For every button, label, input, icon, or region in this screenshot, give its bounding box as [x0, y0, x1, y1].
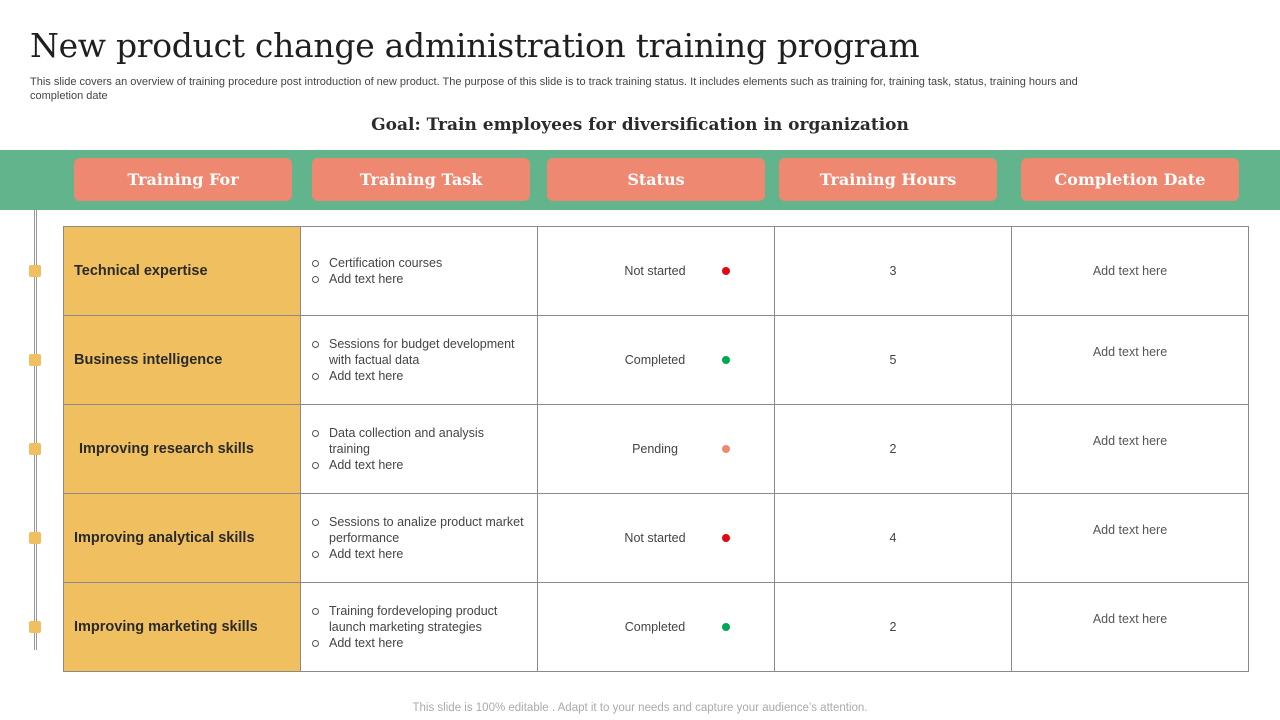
training-task-cell: Training fordeveloping product launch ma…: [300, 582, 538, 672]
training-task-cell: Sessions for budget development with fac…: [300, 315, 538, 405]
task-item: Data collection and analysis training: [311, 425, 525, 457]
status-cell: Pending: [537, 404, 775, 494]
training-for-cell: Improving marketing skills: [63, 582, 301, 672]
task-item: Sessions for budget development with fac…: [311, 336, 525, 368]
training-table: Technical expertise Certification course…: [63, 226, 1249, 672]
completion-date-cell: Add text here: [1011, 404, 1249, 494]
table-row: Improving analytical skills Sessions to …: [63, 493, 1249, 583]
timeline-marker: [29, 532, 41, 544]
table-row: Technical expertise Certification course…: [63, 226, 1249, 316]
timeline-line: [36, 210, 37, 650]
task-item: Training fordeveloping product launch ma…: [311, 603, 525, 635]
status-label: Completed: [624, 353, 686, 367]
task-item: Add text here: [311, 368, 525, 384]
task-item: Sessions to analize product market perfo…: [311, 514, 525, 546]
training-for-cell: Business intelligence: [63, 315, 301, 405]
timeline-line: [34, 210, 35, 650]
task-item: Add text here: [311, 271, 525, 287]
completion-date-cell: Add text here: [1011, 582, 1249, 672]
goal-heading: Goal: Train employees for diversificatio…: [371, 115, 909, 135]
task-item: Add text here: [311, 457, 525, 473]
training-hours-cell: 2: [774, 404, 1012, 494]
table-row: Improving marketing skills Training ford…: [63, 582, 1249, 672]
training-for-cell: Technical expertise: [63, 226, 301, 316]
footer-note: This slide is 100% editable . Adapt it t…: [412, 702, 868, 714]
status-dot-icon: [722, 623, 730, 631]
training-for-cell: Improving analytical skills: [63, 493, 301, 583]
status-cell: Not started: [537, 226, 775, 316]
status-cell: Completed: [537, 315, 775, 405]
header-training-for: Training For: [74, 158, 292, 201]
training-hours-cell: 2: [774, 582, 1012, 672]
status-dot-icon: [722, 356, 730, 364]
task-item: Add text here: [311, 635, 525, 651]
completion-date-cell: Add text here: [1011, 226, 1249, 316]
timeline-marker: [29, 354, 41, 366]
table-row: Business intelligence Sessions for budge…: [63, 315, 1249, 405]
status-dot-icon: [722, 267, 730, 275]
status-cell: Completed: [537, 582, 775, 672]
training-task-cell: Certification courses Add text here: [300, 226, 538, 316]
timeline-marker: [29, 265, 41, 277]
timeline-marker: [29, 443, 41, 455]
status-dot-icon: [722, 534, 730, 542]
slide-title: New product change administration traini…: [30, 26, 920, 65]
training-task-cell: Data collection and analysis training Ad…: [300, 404, 538, 494]
training-hours-cell: 4: [774, 493, 1012, 583]
header-training-hours: Training Hours: [779, 158, 997, 201]
status-label: Completed: [624, 620, 686, 634]
status-label: Not started: [624, 531, 686, 545]
status-dot-icon: [722, 445, 730, 453]
status-label: Not started: [624, 264, 686, 278]
task-item: Certification courses: [311, 255, 525, 271]
header-training-task: Training Task: [312, 158, 530, 201]
status-cell: Not started: [537, 493, 775, 583]
header-status: Status: [547, 158, 765, 201]
completion-date-cell: Add text here: [1011, 493, 1249, 583]
header-completion-date: Completion Date: [1021, 158, 1239, 201]
timeline-marker: [29, 621, 41, 633]
training-hours-cell: 3: [774, 226, 1012, 316]
status-label: Pending: [632, 442, 678, 456]
completion-date-cell: Add text here: [1011, 315, 1249, 405]
training-for-cell: Improving research skills: [63, 404, 301, 494]
training-hours-cell: 5: [774, 315, 1012, 405]
table-row: Improving research skills Data collectio…: [63, 404, 1249, 494]
training-task-cell: Sessions to analize product market perfo…: [300, 493, 538, 583]
task-item: Add text here: [311, 546, 525, 562]
slide-description: This slide covers an overview of trainin…: [30, 76, 1078, 102]
